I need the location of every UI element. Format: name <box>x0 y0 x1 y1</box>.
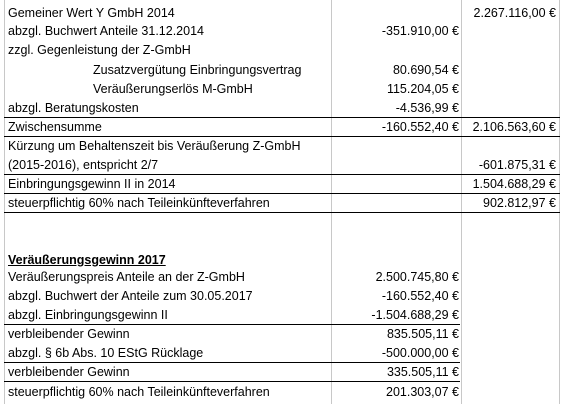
row-label: abzgl. Einbringungsgewinn II <box>8 308 168 322</box>
rule-line <box>4 136 560 137</box>
total-cell <box>464 363 556 381</box>
amount-cell: 115.204,05 € <box>386 82 459 96</box>
table-row[interactable]: Zusatzvergütung Einbringungsvertrag 80.6… <box>0 61 565 79</box>
row-label: (2015-2016), entspricht 2/7 <box>8 158 159 172</box>
table-row[interactable]: steuerpflichtig 60% nach Teileinkünfteve… <box>0 194 565 212</box>
row-label: Einbringungsgewinn II in 2014 <box>8 177 176 191</box>
row-label: abzgl. § 6b Abs. 10 EStG Rücklage <box>8 346 204 360</box>
table-row[interactable]: Gemeiner Wert Y GmbH 2014 2.267.116,00 € <box>0 4 565 22</box>
table-row[interactable]: Veräußerungserlös M-GmbH 115.204,05 € <box>0 80 565 98</box>
table-row[interactable]: Einbringungsgewinn II in 2014 1.504.688,… <box>0 175 565 193</box>
total-cell: -601.875,31 € <box>478 158 556 172</box>
rule-line <box>4 212 560 213</box>
total-cell: 2.106.563,60 € <box>472 120 556 134</box>
amount-cell: -500.000,00 € <box>381 346 459 360</box>
total-cell <box>464 61 556 79</box>
rule-line <box>4 324 460 325</box>
rule-line <box>4 381 460 382</box>
section-title: Veräußerungsgewinn 2017 <box>8 253 166 267</box>
column-divider <box>559 0 560 404</box>
row-label: Zwischensumme <box>8 120 102 134</box>
total-cell <box>464 41 556 59</box>
row-label: abzgl. Beratungskosten <box>8 101 139 115</box>
table-row[interactable]: zzgl. Gegenleistung der Z-GmbH <box>0 41 565 59</box>
amount-cell: 2.500.745,80 € <box>375 270 459 284</box>
table-row[interactable]: abzgl. Buchwert Anteile 31.12.2014 -351.… <box>0 22 565 40</box>
amount-cell <box>333 4 459 22</box>
row-label: Veräußerungspreis Anteile an der Z-GmbH <box>8 270 245 284</box>
amount-cell: 335.505,11 € <box>386 365 459 379</box>
total-cell: 1.504.688,29 € <box>472 177 556 191</box>
table-row[interactable]: abzgl. Einbringungsgewinn II -1.504.688,… <box>0 306 565 324</box>
column-divider <box>461 0 462 404</box>
table-row[interactable]: abzgl. § 6b Abs. 10 EStG Rücklage -500.0… <box>0 344 565 362</box>
total-cell <box>464 325 556 343</box>
row-label: steuerpflichtig 60% nach Teileinkünfteve… <box>8 385 270 399</box>
row-label: Gemeiner Wert Y GmbH 2014 <box>8 6 175 20</box>
row-label: Zusatzvergütung Einbringungsvertrag <box>93 63 302 77</box>
column-divider <box>4 0 5 404</box>
amount-cell <box>333 175 459 193</box>
row-label: verbleibender Gewinn <box>8 327 130 341</box>
table-row[interactable]: verbleibender Gewinn 835.505,11 € <box>0 325 565 343</box>
row-label: abzgl. Buchwert der Anteile zum 30.05.20… <box>8 289 253 303</box>
amount-cell: -351.910,00 € <box>381 24 459 38</box>
total-cell <box>464 306 556 324</box>
table-row[interactable]: Veräußerungspreis Anteile an der Z-GmbH … <box>0 268 565 286</box>
table-row[interactable]: abzgl. Beratungskosten -4.536,99 € <box>0 99 565 117</box>
table-row[interactable]: verbleibender Gewinn 335.505,11 € <box>0 363 565 381</box>
row-label: abzgl. Buchwert Anteile 31.12.2014 <box>8 24 204 38</box>
table-row[interactable]: Zwischensumme -160.552,40 € 2.106.563,60… <box>0 118 565 136</box>
total-cell: 902.812,97 € <box>483 196 556 210</box>
row-label: steuerpflichtig 60% nach Teileinkünfteve… <box>8 196 270 210</box>
amount-cell: -4.536,99 € <box>395 101 459 115</box>
amount-cell <box>333 156 459 174</box>
total-cell <box>464 137 556 155</box>
row-label: Veräußerungserlös M-GmbH <box>93 82 253 96</box>
amount-cell: 80.690,54 € <box>392 63 459 77</box>
row-label: verbleibender Gewinn <box>8 365 130 379</box>
total-cell: 2.267.116,00 € <box>473 6 556 20</box>
amount-cell: -160.552,40 € <box>381 289 459 303</box>
total-cell <box>464 383 556 401</box>
amount-cell <box>333 41 459 59</box>
table-row[interactable]: Kürzung um Behaltenszeit bis Veräußerung… <box>0 137 565 155</box>
table-row[interactable]: (2015-2016), entspricht 2/7 -601.875,31 … <box>0 156 565 174</box>
amount-cell: 835.505,11 € <box>386 327 459 341</box>
table-row[interactable]: abzgl. Buchwert der Anteile zum 30.05.20… <box>0 287 565 305</box>
row-label: Kürzung um Behaltenszeit bis Veräußerung… <box>8 139 301 153</box>
row-label: zzgl. Gegenleistung der Z-GmbH <box>8 43 191 57</box>
total-cell <box>464 268 556 286</box>
rule-line <box>4 117 560 118</box>
total-cell <box>464 344 556 362</box>
rule-line <box>4 193 560 194</box>
table-row[interactable]: steuerpflichtig 60% nach Teileinkünfteve… <box>0 383 565 401</box>
amount-cell: -160.552,40 € <box>381 120 459 134</box>
amount-cell: -1.504.688,29 € <box>371 308 459 322</box>
rule-line <box>4 362 460 363</box>
amount-cell <box>333 194 459 212</box>
section-heading-row[interactable]: Veräußerungsgewinn 2017 <box>0 251 565 269</box>
total-cell <box>464 287 556 305</box>
rule-line <box>4 174 560 175</box>
total-cell <box>464 80 556 98</box>
total-cell <box>464 22 556 40</box>
amount-cell: 201.303,07 € <box>386 385 459 399</box>
column-divider <box>331 0 332 404</box>
total-cell <box>464 99 556 117</box>
amount-cell <box>333 137 459 155</box>
